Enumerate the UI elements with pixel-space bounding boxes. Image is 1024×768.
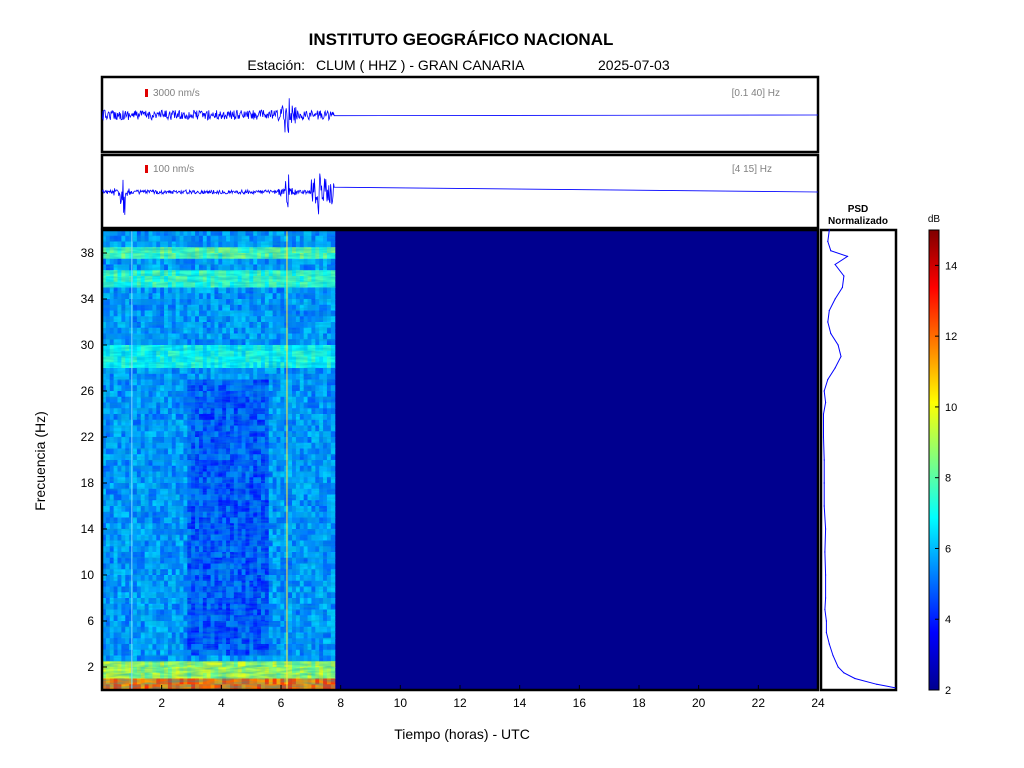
psd-point — [823, 482, 825, 484]
y-tick-label: 10 — [81, 568, 95, 582]
trace-filter-label: [4 15] Hz — [732, 164, 772, 175]
x-tick-label: 22 — [752, 696, 766, 710]
psd-point — [854, 677, 856, 680]
x-tick-label: 24 — [811, 696, 825, 710]
psd-title: PSD — [848, 204, 869, 215]
psd-point — [827, 240, 829, 243]
psd-point — [832, 654, 834, 657]
colorbar-tick-label: 2 — [945, 685, 951, 697]
colorbar: dB 2 4 6 8 10 12 14 — [928, 214, 957, 697]
trace-line — [102, 173, 818, 215]
x-tick-label: 4 — [218, 696, 225, 710]
psd-point — [828, 229, 830, 231]
x-tick-label: 14 — [513, 696, 527, 710]
trace-line — [102, 98, 818, 133]
psd-point — [830, 332, 832, 335]
psd-point — [828, 309, 830, 312]
psd-point — [825, 620, 828, 622]
report-title: INSTITUTO GEOGRÁFICO NACIONAL — [309, 30, 614, 49]
x-tick-label: 16 — [573, 696, 587, 710]
trace-panel-broadband: 3000 nm/s [0.1 40] Hz — [100, 75, 820, 154]
y-tick-label: 38 — [81, 246, 95, 260]
psd-point — [843, 275, 845, 277]
psd-point — [834, 263, 836, 266]
psd-point — [825, 528, 827, 530]
psd-point — [837, 666, 839, 668]
psd-point — [841, 286, 844, 289]
trace-scale-label: 100 nm/s — [153, 164, 194, 175]
psd-point — [825, 574, 827, 576]
colorbar-tick-label: 10 — [945, 402, 957, 414]
x-tick-label: 18 — [632, 696, 646, 710]
psd-point — [837, 344, 839, 346]
x-tick-label: 6 — [278, 696, 285, 710]
psd-point — [827, 321, 829, 323]
psd-point — [825, 597, 827, 599]
psd-point — [834, 298, 836, 300]
psd-point — [843, 672, 845, 674]
psd-point — [828, 643, 830, 645]
y-tick-label: 22 — [81, 430, 95, 444]
y-tick-label: 26 — [81, 384, 95, 398]
x-tick-label: 8 — [337, 696, 344, 710]
trace-scale-label: 3000 nm/s — [153, 88, 200, 99]
psd-point — [894, 687, 896, 689]
trace-filter-label: [0.1 40] Hz — [732, 88, 780, 99]
colorbar-unit: dB — [928, 214, 941, 225]
station-label: Estación: — [247, 57, 305, 73]
psd-point — [823, 390, 825, 392]
y-tick-label: 34 — [81, 292, 95, 306]
report-date: 2025-07-03 — [598, 57, 670, 73]
y-tick-label: 6 — [87, 614, 94, 628]
psd-point — [830, 250, 832, 252]
psd-curve — [823, 229, 896, 689]
y-tick-label: 30 — [81, 338, 95, 352]
psd-point — [825, 401, 827, 404]
psd-point — [840, 355, 842, 358]
spectrogram-texture — [102, 230, 335, 690]
x-tick-label: 2 — [158, 696, 165, 710]
y-tick-label: 2 — [87, 660, 94, 674]
y-tick-label: 14 — [81, 522, 95, 536]
x-axis-label: Tiempo (horas) - UTC — [394, 726, 530, 742]
station-name: CLUM ( HHZ ) - GRAN CANARIA — [316, 57, 525, 73]
psd-point — [876, 683, 878, 685]
psd-point — [824, 551, 826, 553]
psd-point — [827, 378, 829, 381]
colorbar-tick-label: 4 — [945, 614, 951, 626]
colorbar-tick-label: 14 — [945, 260, 957, 272]
colorbar-tick-label: 12 — [945, 331, 957, 343]
colorbar-tick-label: 8 — [945, 473, 951, 485]
psd-point — [825, 631, 828, 634]
x-tick-label: 20 — [692, 696, 706, 710]
y-tick-label: 18 — [81, 476, 95, 490]
trace-panel-filtered: 100 nm/s [4 15] Hz — [100, 153, 820, 230]
scale-marker — [145, 89, 148, 97]
psd-point — [823, 459, 825, 461]
psd-point — [823, 505, 825, 507]
psd-point — [846, 255, 849, 257]
psd-point — [824, 608, 826, 611]
psd-panel: PSD Normalizado — [819, 204, 898, 692]
psd-point — [834, 367, 836, 369]
colorbar-tick-label: 6 — [945, 543, 951, 555]
psd-subtitle: Normalizado — [828, 216, 888, 227]
psd-point — [822, 413, 825, 415]
x-tick-label: 10 — [394, 696, 408, 710]
y-axis-label: Frecuencia (Hz) — [32, 411, 48, 511]
scale-marker — [145, 165, 148, 173]
psd-point — [822, 436, 825, 438]
x-tick-label: 12 — [453, 696, 467, 710]
